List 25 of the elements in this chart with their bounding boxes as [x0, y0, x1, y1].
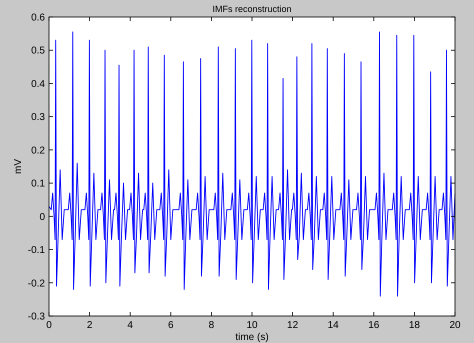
- y-tick-label: 0.3: [31, 112, 46, 124]
- x-tick-label: 18: [408, 320, 420, 331]
- y-axis-title: mV: [13, 158, 24, 174]
- x-tick-label: 2: [86, 320, 93, 331]
- x-tick-label: 0: [46, 320, 52, 331]
- y-tick-label: 0.6: [31, 12, 46, 24]
- x-tick-label: 14: [328, 320, 340, 331]
- y-tick-label: -0.3: [28, 312, 46, 322]
- x-axis-title: time (s): [235, 332, 269, 343]
- y-tick-label: 0: [39, 212, 46, 223]
- x-tick-label: 20: [449, 320, 461, 331]
- y-tick-label: 0.5: [31, 46, 46, 57]
- y-tick-label: -0.1: [28, 245, 46, 256]
- x-tick-label: 16: [368, 320, 380, 331]
- x-tick-label: 4: [127, 320, 134, 331]
- line-series: [49, 32, 455, 297]
- chart-title: IMFs reconstruction: [212, 4, 292, 14]
- x-tick-label: 8: [208, 320, 215, 331]
- y-tick-label: 0.1: [31, 178, 46, 190]
- y-tick-label: -0.2: [28, 278, 46, 290]
- x-tick-label: 10: [246, 320, 258, 331]
- x-tick-label: 12: [287, 320, 299, 331]
- x-tick-label: 6: [168, 320, 174, 331]
- y-tick-label: 0.4: [31, 78, 46, 90]
- y-tick-label: 0.2: [31, 145, 46, 156]
